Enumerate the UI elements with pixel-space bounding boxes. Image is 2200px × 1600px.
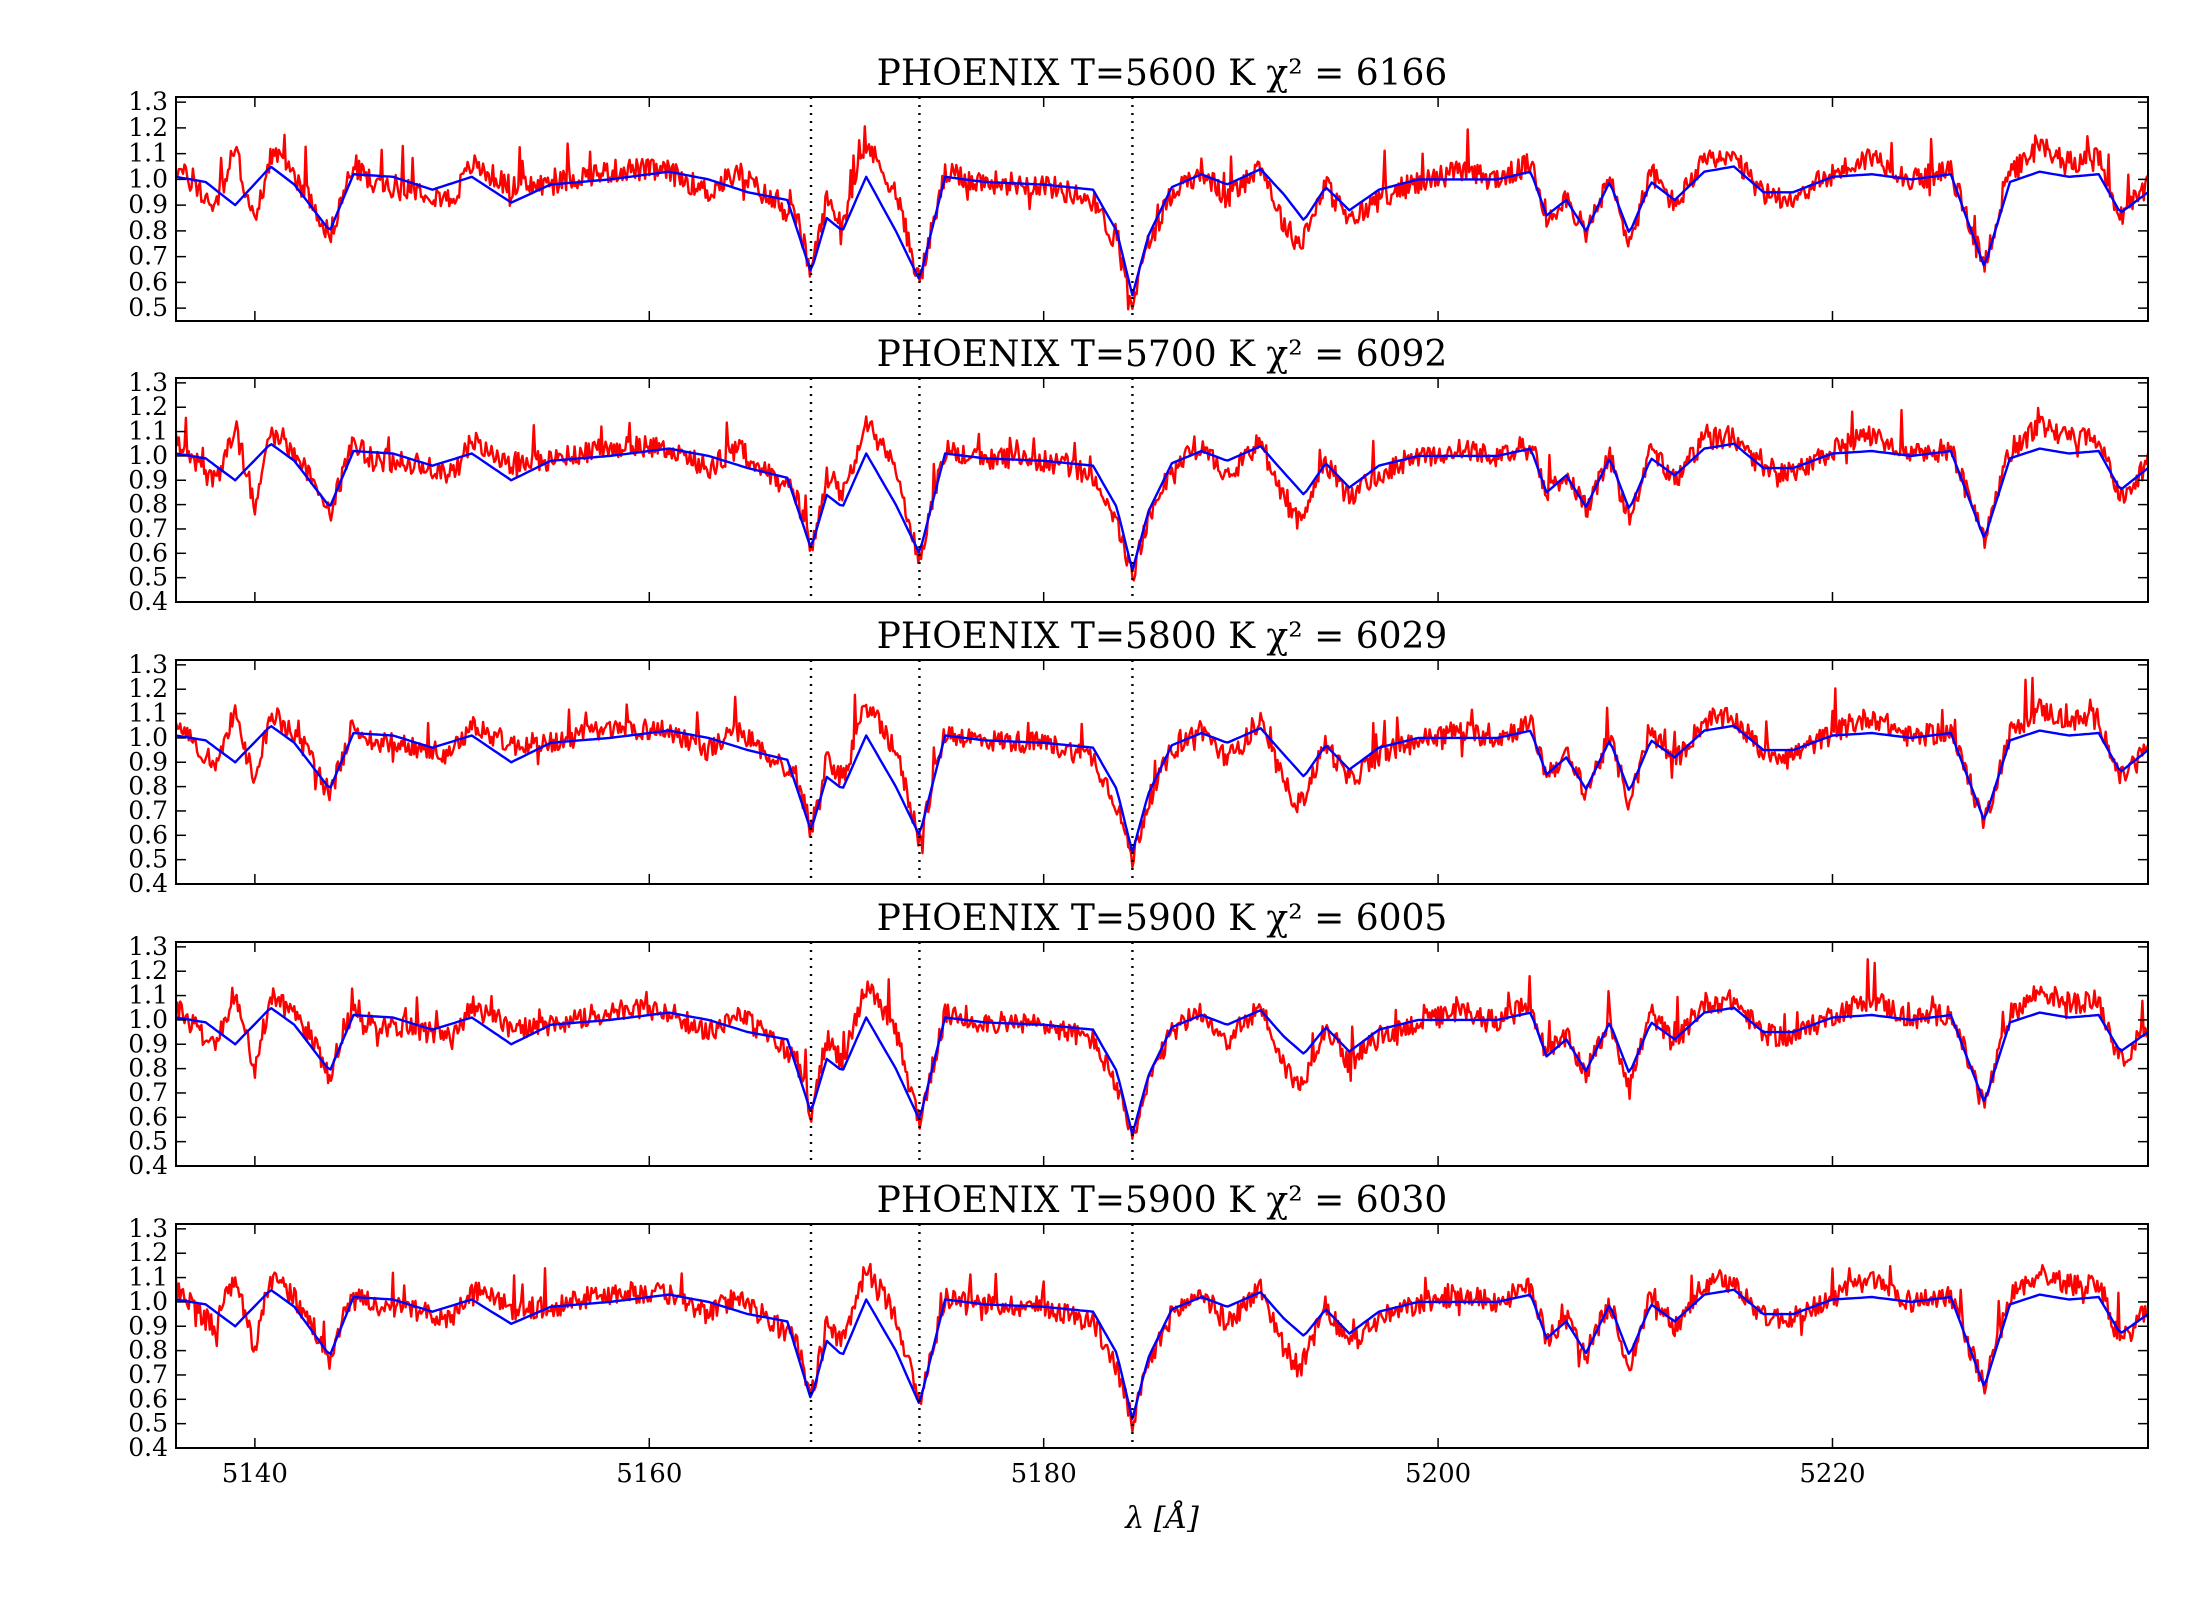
model-spectrum-line [176,724,2148,854]
y-tick-label: 1.2 [128,392,168,421]
x-tick-label: 5180 [1011,1459,1077,1489]
y-tick-label: 0.8 [128,490,168,519]
y-tick-label: 0.6 [128,267,168,296]
plot-frame [175,96,2149,322]
y-tick-label: 0.8 [128,1054,168,1083]
panel-4: PHOENIX T=5900 K χ² = 60050.40.50.60.70.… [128,898,2149,1180]
y-tick-label: 0.7 [128,514,168,543]
y-tick-label: 0.8 [128,772,168,801]
y-tick-label: 0.5 [128,293,168,322]
y-tick-label: 1.2 [128,113,168,142]
observed-spectrum-line [176,1262,2148,1433]
y-tick-label: 1.0 [128,1005,168,1034]
observed-spectrum-line [176,125,2148,311]
y-tick-label: 1.2 [128,956,168,985]
y-tick-label: 0.6 [128,538,168,567]
panel-title: PHOENIX T=5600 K χ² = 6166 [877,53,1448,94]
y-tick-label: 1.3 [128,1214,168,1243]
panel-1: PHOENIX T=5600 K χ² = 6166 0.50.60.70.80.… [128,53,2149,322]
y-tick-label: 1.1 [128,1263,168,1292]
y-tick-label: 0.6 [128,820,168,849]
panel-title: PHOENIX T=5800 K χ² = 6029 [877,616,1448,657]
y-tick-label: 0.4 [128,587,168,616]
y-tick-label: 1.0 [128,723,168,752]
x-tick-label: 5140 [222,1459,288,1489]
y-tick-label: 0.9 [128,1029,168,1058]
observed-spectrum-line [176,406,2148,582]
y-tick-label: 0.4 [128,1433,168,1462]
y-tick-label: 1.3 [128,368,168,397]
plot-frame [175,659,2149,885]
y-tick-label: 0.9 [128,1311,168,1340]
x-tick-label: 5160 [616,1459,682,1489]
y-tick-label: 1.0 [128,1287,168,1316]
y-tick-label: 1.3 [128,87,168,116]
y-tick-label: 0.6 [128,1102,168,1131]
y-tick-label: 0.7 [128,242,168,271]
panel-title: PHOENIX T=5900 K χ² = 6030 [877,1180,1448,1221]
y-tick-label: 0.7 [128,1360,168,1389]
y-tick-label: 1.1 [128,981,168,1010]
plot-frame [175,377,2149,603]
panel-3: PHOENIX T=5800 K χ² = 60290.40.50.60.70.… [128,616,2149,898]
model-spectrum-line [176,165,2148,297]
y-tick-label: 1.3 [128,932,168,961]
y-tick-label: 0.9 [128,190,168,219]
y-tick-label: 0.7 [128,1078,168,1107]
y-tick-label: 1.0 [128,441,168,470]
observed-spectrum-line [176,676,2148,869]
y-tick-label: 0.4 [128,1151,168,1180]
y-tick-label: 1.2 [128,1238,168,1267]
plot-frame [175,941,2149,1167]
y-tick-label: 0.7 [128,796,168,825]
y-tick-label: 0.9 [128,747,168,776]
panel-title: PHOENIX T=5700 K χ² = 6092 [877,334,1448,375]
y-tick-label: 0.4 [128,869,168,898]
observed-spectrum-line [176,958,2148,1140]
y-tick-label: 0.5 [128,1409,168,1438]
panel-5: PHOENIX T=5900 K χ² = 60300.40.50.60.70.… [128,1180,2149,1489]
y-tick-label: 0.9 [128,465,168,494]
y-tick-label: 0.5 [128,563,168,592]
y-tick-label: 0.6 [128,1384,168,1413]
y-tick-label: 1.1 [128,139,168,168]
y-tick-label: 1.2 [128,674,168,703]
y-tick-label: 0.8 [128,216,168,245]
x-tick-label: 5220 [1799,1459,1865,1489]
model-spectrum-line [176,1006,2148,1136]
y-tick-label: 1.1 [128,699,168,728]
y-tick-label: 0.5 [128,845,168,874]
panel-2: PHOENIX T=5700 K χ² = 60920.40.50.60.70.… [128,334,2149,616]
x-tick-label: 5200 [1405,1459,1471,1489]
y-tick-label: 1.0 [128,164,168,193]
y-tick-label: 0.5 [128,1127,168,1156]
x-axis-label: λ [Å] [1124,1500,1199,1536]
y-tick-label: 1.3 [128,650,168,679]
model-spectrum-line [176,1288,2148,1421]
panel-title: PHOENIX T=5900 K χ² = 6005 [877,898,1448,939]
model-spectrum-line [176,442,2148,572]
plot-frame [175,1223,2149,1449]
y-tick-label: 1.1 [128,417,168,446]
y-tick-label: 0.8 [128,1336,168,1365]
